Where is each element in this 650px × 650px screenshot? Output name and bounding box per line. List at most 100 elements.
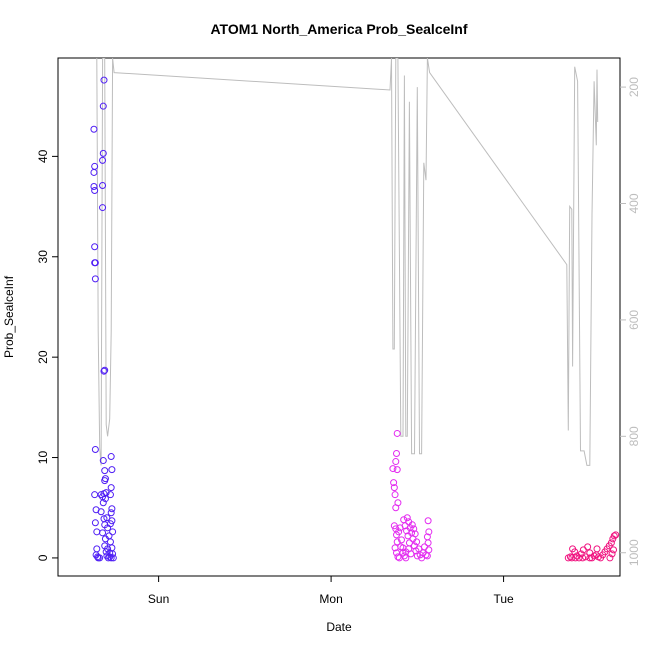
- data-point-0-58: [107, 509, 115, 517]
- data-point-0-65: [107, 554, 115, 562]
- data-point-1-56: [421, 543, 429, 551]
- data-point-2-9: [584, 543, 592, 551]
- data-point-0-3: [90, 182, 98, 190]
- data-point-0-56: [106, 491, 114, 499]
- data-point-1-15: [392, 458, 400, 466]
- data-point-0-1: [91, 162, 99, 170]
- data-point-1-40: [411, 530, 419, 538]
- y-tick-label-1: 10: [36, 451, 50, 465]
- data-point-0-13: [93, 528, 101, 536]
- data-point-1-57: [422, 551, 430, 559]
- data-point-2-24: [606, 554, 614, 562]
- y-tick-label-4: 40: [36, 149, 50, 163]
- data-point-1-39: [410, 525, 418, 533]
- data-point-0-53: [107, 453, 115, 461]
- data-point-1-8: [393, 538, 401, 546]
- data-point-0-49: [101, 477, 109, 485]
- data-point-2-22: [610, 532, 618, 540]
- data-point-0-0: [90, 125, 98, 133]
- plot-frame: [57, 57, 621, 577]
- data-point-1-1: [390, 479, 398, 487]
- data-point-0-62: [108, 544, 116, 552]
- data-point-0-30: [104, 554, 112, 562]
- data-point-1-14: [392, 450, 400, 458]
- data-point-0-64: [109, 554, 117, 562]
- data-point-0-42: [99, 181, 107, 189]
- data-point-1-0: [389, 465, 397, 473]
- y-tick-label-3: 30: [36, 250, 50, 264]
- data-point-1-46: [425, 528, 433, 536]
- y2-tick-label-3: 800: [627, 426, 641, 446]
- data-point-2-30: [571, 554, 579, 562]
- x-tick-label-0: Sun: [148, 592, 169, 606]
- data-point-0-5: [91, 243, 99, 251]
- data-point-0-61: [109, 528, 117, 536]
- x-tick-label-1: Mon: [319, 592, 342, 606]
- data-point-0-10: [91, 491, 99, 499]
- data-point-0-52: [101, 495, 109, 503]
- data-point-0-43: [99, 204, 107, 212]
- reference-line-0: [96, 58, 599, 466]
- data-point-1-30: [403, 514, 411, 522]
- data-point-2-5: [575, 554, 583, 562]
- data-point-0-45: [100, 367, 108, 375]
- data-point-1-54: [407, 550, 415, 558]
- data-point-1-48: [424, 539, 432, 547]
- data-point-0-46: [99, 457, 107, 465]
- data-point-2-27: [593, 545, 601, 553]
- data-point-0-8: [91, 275, 99, 283]
- data-point-1-3: [391, 491, 399, 499]
- y-axis-label: Prob_SealceInf: [2, 275, 16, 358]
- y-tick-label-0: 0: [36, 554, 50, 561]
- data-point-0-18: [96, 554, 104, 562]
- data-point-0-51: [100, 490, 108, 498]
- data-point-0-40: [99, 149, 107, 157]
- data-point-0-7: [91, 259, 99, 267]
- data-point-0-63: [109, 550, 117, 558]
- data-point-0-55: [107, 484, 115, 492]
- y2-tick-label-0: 200: [627, 77, 641, 97]
- right-y-axis: 200 400 600 800 1000: [620, 77, 641, 566]
- data-point-1-13: [393, 429, 401, 437]
- y2-tick-label-4: 1000: [627, 539, 641, 566]
- data-point-0-12: [91, 519, 99, 527]
- data-point-1-38: [408, 521, 416, 529]
- x-axis: Sun Mon Tue: [148, 576, 514, 606]
- data-point-2-29: [579, 554, 587, 562]
- data-point-0-54: [108, 466, 116, 474]
- chart-title: ATOM1 North_America Prob_SealceInf: [210, 21, 467, 37]
- data-point-0-2: [90, 168, 98, 176]
- scatter-series: [90, 76, 620, 562]
- data-point-0-35: [104, 545, 112, 553]
- data-point-0-25: [99, 529, 107, 537]
- x-axis-label: Date: [326, 620, 352, 634]
- data-point-1-20: [398, 536, 406, 544]
- data-point-0-22: [97, 508, 105, 516]
- data-point-0-41: [99, 156, 107, 164]
- data-point-0-9: [91, 446, 99, 454]
- data-point-1-2: [390, 484, 398, 492]
- data-point-2-20: [607, 539, 615, 547]
- y2-tick-label-1: 400: [627, 193, 641, 213]
- data-point-0-44: [101, 366, 109, 374]
- data-point-2-1: [566, 553, 574, 561]
- left-y-axis: 0 10 20 30 40: [36, 149, 58, 561]
- data-point-2-28: [586, 554, 594, 562]
- y2-tick-label-2: 600: [627, 310, 641, 330]
- y-tick-label-2: 20: [36, 350, 50, 364]
- data-point-1-24: [402, 554, 410, 562]
- data-point-1-16: [393, 466, 401, 474]
- data-point-1-17: [394, 499, 402, 507]
- data-point-0-60: [106, 520, 114, 528]
- reference-line-series: [96, 58, 599, 466]
- data-point-0-4: [91, 187, 99, 195]
- data-point-2-23: [612, 531, 620, 539]
- data-point-0-32: [103, 514, 111, 522]
- data-point-0-39: [100, 76, 108, 84]
- data-point-2-26: [610, 546, 618, 554]
- data-point-1-23: [400, 552, 408, 560]
- data-point-1-45: [424, 517, 432, 525]
- x-tick-label-2: Tue: [493, 592, 514, 606]
- data-point-0-57: [108, 505, 116, 513]
